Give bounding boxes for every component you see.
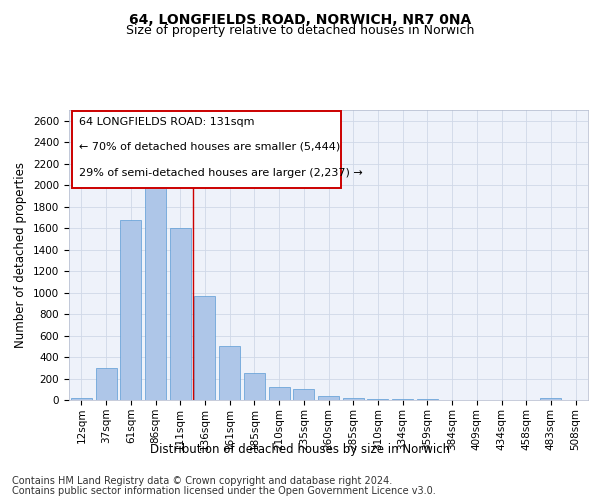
Bar bbox=[219, 346, 240, 400]
Bar bbox=[269, 387, 290, 400]
FancyBboxPatch shape bbox=[71, 112, 341, 188]
Text: ← 70% of detached houses are smaller (5,444): ← 70% of detached houses are smaller (5,… bbox=[79, 142, 341, 152]
Text: 29% of semi-detached houses are larger (2,237) →: 29% of semi-detached houses are larger (… bbox=[79, 168, 363, 178]
Bar bbox=[541, 398, 562, 400]
Bar bbox=[244, 373, 265, 400]
Bar bbox=[170, 228, 191, 400]
Text: Size of property relative to detached houses in Norwich: Size of property relative to detached ho… bbox=[126, 24, 474, 37]
Bar bbox=[318, 396, 339, 400]
Text: Distribution of detached houses by size in Norwich: Distribution of detached houses by size … bbox=[150, 442, 450, 456]
Bar bbox=[95, 368, 116, 400]
Text: Contains public sector information licensed under the Open Government Licence v3: Contains public sector information licen… bbox=[12, 486, 436, 496]
Bar bbox=[293, 390, 314, 400]
Text: 64 LONGFIELDS ROAD: 131sqm: 64 LONGFIELDS ROAD: 131sqm bbox=[79, 117, 255, 127]
Bar bbox=[71, 398, 92, 400]
Bar bbox=[367, 399, 388, 400]
Text: 64, LONGFIELDS ROAD, NORWICH, NR7 0NA: 64, LONGFIELDS ROAD, NORWICH, NR7 0NA bbox=[129, 12, 471, 26]
Text: Contains HM Land Registry data © Crown copyright and database right 2024.: Contains HM Land Registry data © Crown c… bbox=[12, 476, 392, 486]
Bar bbox=[145, 171, 166, 400]
Y-axis label: Number of detached properties: Number of detached properties bbox=[14, 162, 28, 348]
Bar bbox=[343, 398, 364, 400]
Bar bbox=[120, 220, 141, 400]
Bar bbox=[194, 296, 215, 400]
